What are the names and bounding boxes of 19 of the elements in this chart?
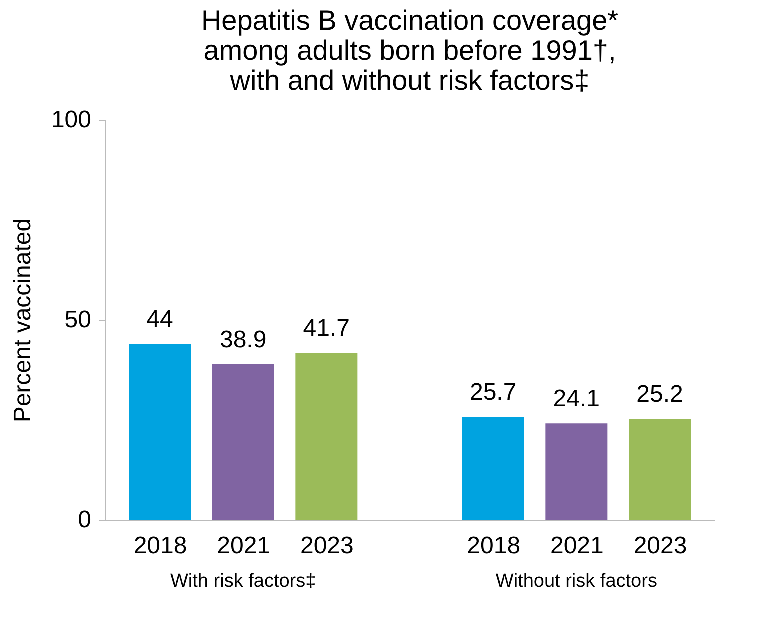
text: Without risk factors — [496, 571, 658, 592]
chart-title: Hepatitis B vaccination coverage* among adults born before 1991†, with and without risk factors‡ — [201, 5, 619, 96]
y-axis-title: Percent vaccinated — [9, 218, 36, 423]
x-tick-label: 2023 — [300, 532, 354, 560]
data-label: 38.9 — [220, 326, 267, 354]
data-label: 44 — [146, 306, 174, 333]
y-tick-label: 50 — [64, 306, 92, 334]
y-tick-label: 100 — [51, 106, 92, 134]
x-tick-label: 2018 — [134, 532, 188, 560]
data-label: 25.7 — [470, 379, 517, 406]
x-tick-label: 2021 — [550, 532, 604, 560]
y-tick-label: 0 — [78, 506, 92, 534]
text: With risk factors‡ — [170, 571, 316, 592]
x-tick-label: 2023 — [634, 532, 688, 560]
data-label: 24.1 — [553, 386, 600, 413]
x-tick-label: 2021 — [217, 532, 271, 560]
data-label: 25.2 — [636, 381, 684, 408]
data-label: 41.7 — [303, 315, 350, 342]
x-tick-label: 2018 — [467, 532, 521, 560]
